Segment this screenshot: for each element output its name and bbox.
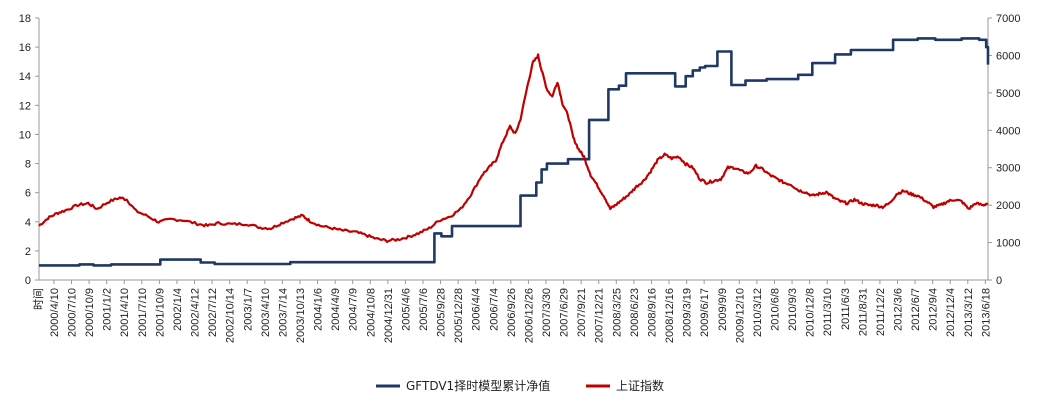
left-tick-label: 2 bbox=[25, 246, 31, 258]
left-tick-label: 6 bbox=[25, 188, 31, 200]
x-tick-label: 2003/10/13 bbox=[295, 288, 307, 343]
right-tick-label: 4000 bbox=[996, 125, 1020, 137]
x-tick-label: 2006/7/4 bbox=[488, 288, 500, 331]
x-tick-label: 2006/9/26 bbox=[506, 288, 518, 337]
x-tick-label: 2002/7/12 bbox=[207, 288, 219, 337]
x-tick-label: 2008/6/23 bbox=[629, 288, 641, 337]
series-layer bbox=[38, 37, 990, 267]
x-tick-label: 2002/4/12 bbox=[190, 288, 202, 337]
x-tick-label: 2000/10/9 bbox=[84, 288, 96, 337]
right-tick-label: 1000 bbox=[996, 238, 1020, 250]
x-tick-label: 2012/3/6 bbox=[892, 288, 904, 331]
x-tick-label: 2006/4/4 bbox=[471, 288, 483, 331]
x-tick-label: 2009/3/19 bbox=[682, 288, 694, 337]
x-tick-label: 2007/12/21 bbox=[594, 288, 606, 343]
series-line-0 bbox=[39, 37, 990, 267]
x-tick-label: 2007/3/30 bbox=[541, 288, 553, 337]
x-tick-label: 2003/1/7 bbox=[242, 288, 254, 331]
left-tick-label: 0 bbox=[25, 275, 31, 287]
x-tick-label: 2003/4/10 bbox=[260, 288, 272, 337]
x-tick-label: 2005/12/28 bbox=[453, 288, 465, 343]
legend-label-0: GFTDV1择时模型累计净值 bbox=[406, 378, 550, 393]
x-tick-label: 2002/1/4 bbox=[172, 288, 184, 331]
legend-label-1: 上证指数 bbox=[616, 378, 664, 393]
right-y-axis: 0 1000 2000 3000 4000 5000 6000 7000 bbox=[987, 13, 1020, 287]
x-tick-label: 2001/4/10 bbox=[119, 288, 131, 337]
x-tick-label: 2000/7/10 bbox=[67, 288, 79, 337]
x-tick-label: 2008/12/16 bbox=[664, 288, 676, 343]
x-tick-label: 2011/3/10 bbox=[822, 288, 834, 336]
x-tick-label: 2001/10/9 bbox=[154, 288, 166, 337]
right-tick-label: 2000 bbox=[996, 200, 1020, 212]
x-tick-label: 2013/6/18 bbox=[980, 288, 992, 337]
right-tick-label: 0 bbox=[996, 275, 1002, 287]
left-tick-label: 14 bbox=[19, 71, 31, 83]
left-tick-label: 10 bbox=[19, 129, 31, 141]
x-tick-label: 2007/9/21 bbox=[576, 288, 588, 337]
x-tick-label: 2007/6/29 bbox=[559, 288, 571, 337]
x-tick-label: 2001/7/10 bbox=[137, 288, 149, 337]
x-tick-label: 2006/12/26 bbox=[523, 288, 535, 343]
legend: GFTDV1择时模型累计净值 上证指数 bbox=[376, 378, 664, 393]
left-y-axis: 0 2 4 6 8 10 12 14 16 18 bbox=[19, 13, 40, 287]
left-tick-label: 12 bbox=[19, 100, 31, 112]
x-tick-label: 2010/6/8 bbox=[769, 288, 781, 331]
x-tick-label: 2013/3/12 bbox=[963, 288, 975, 337]
x-tick-label: 2011/8/31 bbox=[857, 288, 869, 336]
x-tick-label: 2008/3/25 bbox=[611, 288, 623, 337]
right-tick-label: 6000 bbox=[996, 50, 1020, 62]
x-tick-label: 2009/6/17 bbox=[699, 288, 711, 337]
x-tick-label: 2010/3/12 bbox=[752, 288, 764, 337]
x-tick-label: 2012/6/7 bbox=[910, 288, 922, 331]
x-tick-label: 2011/12/2 bbox=[875, 288, 887, 336]
right-tick-label: 3000 bbox=[996, 163, 1020, 175]
x-tick-label: 2000/4/10 bbox=[49, 288, 61, 337]
series-line-1 bbox=[38, 53, 989, 243]
x-tick-label: 2010/9/3 bbox=[787, 288, 799, 331]
x-tick-label: 2004/10/8 bbox=[365, 288, 377, 337]
x-axis-title: 时间 bbox=[32, 288, 45, 310]
right-tick-label: 7000 bbox=[996, 13, 1020, 25]
x-tick-label: 2011/6/3 bbox=[840, 288, 852, 330]
x-tick-label: 2009/12/10 bbox=[734, 288, 746, 343]
x-tick-label: 2010/12/8 bbox=[805, 288, 817, 337]
left-tick-label: 16 bbox=[19, 42, 31, 54]
x-tick-label: 2003/7/14 bbox=[277, 288, 289, 337]
x-tick-label: 2004/12/31 bbox=[383, 288, 395, 343]
x-tick-label: 2004/4/9 bbox=[330, 288, 342, 331]
x-tick-label: 2004/7/9 bbox=[348, 288, 360, 331]
x-tick-label: 2012/12/4 bbox=[945, 288, 957, 337]
x-tick-label: 2012/9/4 bbox=[928, 288, 940, 331]
left-tick-label: 18 bbox=[19, 13, 31, 25]
x-axis: 时间 2000/4/10 2000/7/10 2000/10/9 2001/1/2 200… bbox=[32, 279, 992, 343]
x-tick-label: 2009/9/9 bbox=[717, 288, 729, 331]
x-tick-label: 2005/4/6 bbox=[400, 288, 412, 331]
x-tick-label: 2005/9/28 bbox=[436, 288, 448, 337]
right-tick-label: 5000 bbox=[996, 88, 1020, 100]
x-tick-label: 2005/7/6 bbox=[418, 288, 430, 331]
x-tick-label: 2004/1/6 bbox=[313, 288, 325, 331]
left-tick-label: 8 bbox=[25, 159, 31, 171]
x-tick-label: 2002/10/14 bbox=[225, 288, 237, 343]
left-tick-label: 4 bbox=[25, 217, 31, 229]
x-tick-label: 2001/1/2 bbox=[102, 288, 114, 331]
x-tick-label: 2008/9/16 bbox=[646, 288, 658, 337]
